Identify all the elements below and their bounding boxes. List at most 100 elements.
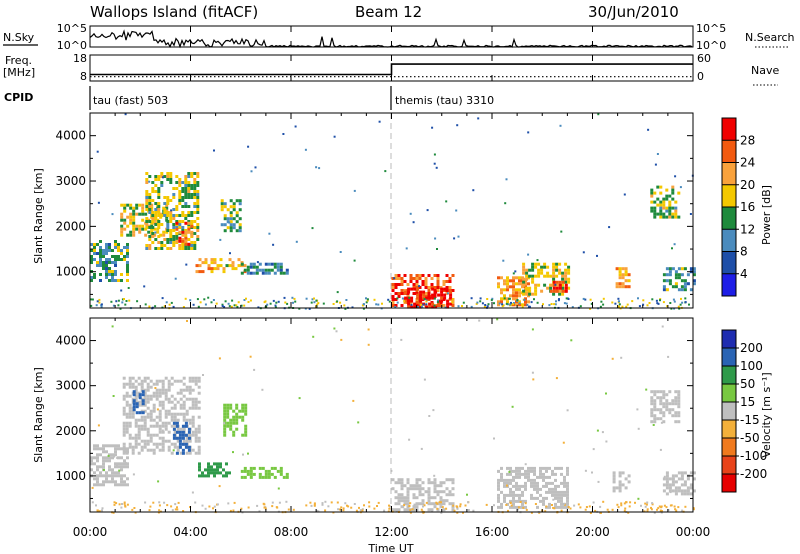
velocity-speckle	[358, 506, 360, 509]
power-cell	[528, 292, 532, 296]
velocity-cell	[545, 496, 548, 500]
power-cell	[229, 214, 233, 218]
velocity-cell	[229, 427, 233, 431]
velocity-cell	[194, 403, 198, 407]
velocity-cell	[161, 424, 165, 428]
velocity-cell	[650, 399, 654, 403]
power-cell	[105, 261, 108, 264]
velocity-cell	[93, 471, 96, 475]
velocity-cell	[427, 502, 431, 506]
power-cell	[394, 274, 398, 277]
velocity-cell	[512, 490, 515, 494]
power-cell	[144, 212, 148, 216]
power-cell	[552, 286, 556, 290]
velocity-cell	[120, 465, 123, 469]
velocity-cell	[515, 481, 518, 485]
power-cell	[692, 270, 696, 274]
velocity-cell	[134, 439, 138, 443]
power-speckle	[409, 212, 412, 215]
velocity-cell	[117, 444, 120, 448]
power-speckle	[274, 304, 277, 307]
velocity-speckle	[579, 506, 582, 509]
power-speckle	[425, 303, 428, 306]
power-speckle	[377, 303, 380, 306]
power-cell	[123, 206, 127, 210]
velocity-cell	[158, 448, 162, 452]
velocity-cell	[194, 451, 198, 455]
velocity-cell	[686, 477, 690, 481]
velocity-cell	[122, 448, 126, 452]
power-cell	[674, 212, 678, 216]
velocity-speckle	[552, 506, 555, 509]
velocity-cell	[692, 489, 696, 493]
velocity-cell	[102, 474, 105, 478]
power-cell	[147, 230, 151, 234]
power-speckle	[286, 302, 289, 305]
power-cell	[229, 217, 233, 221]
power-cell	[153, 218, 157, 222]
colorbar-tick-label: 4	[740, 267, 748, 281]
power-speckle	[275, 301, 278, 304]
velocity-cell	[515, 484, 518, 488]
power-cell	[126, 252, 129, 255]
power-speckle	[316, 303, 319, 306]
colorbar-tick-label: 100	[740, 359, 763, 373]
power-cell	[196, 226, 200, 229]
power-speckle	[461, 305, 463, 307]
velocity-cell	[102, 459, 105, 463]
power-cell	[415, 301, 419, 304]
power-cell	[650, 200, 654, 204]
power-cell	[424, 304, 428, 307]
velocity-cell	[191, 400, 195, 404]
power-cell	[451, 289, 455, 292]
velocity-cell	[650, 408, 654, 412]
power-cell	[166, 214, 170, 217]
velocity-cell	[421, 487, 425, 491]
velocity-cell	[653, 414, 657, 418]
velocity-cell	[137, 433, 141, 437]
velocity-speckle	[400, 338, 403, 341]
velocity-cell	[146, 376, 150, 380]
freq-tick-top: 18	[73, 52, 87, 65]
velocity-cell	[167, 412, 171, 416]
power-cell	[117, 255, 120, 258]
power-speckle	[614, 302, 617, 305]
power-cell	[403, 280, 407, 283]
velocity-cell	[533, 496, 536, 500]
power-speckle	[434, 237, 437, 240]
power-cell	[154, 223, 158, 226]
power-cell	[524, 288, 527, 292]
velocity-cell	[170, 442, 174, 446]
power-cell	[175, 205, 179, 208]
velocity-cell	[102, 483, 105, 487]
power-speckle	[516, 299, 519, 301]
velocity-speckle	[436, 502, 439, 505]
power-cell	[175, 226, 179, 229]
velocity-cell	[137, 376, 141, 380]
velocity-cell	[167, 439, 171, 443]
velocity-cell	[125, 448, 129, 452]
power-speckle	[481, 302, 484, 305]
power-cell	[108, 243, 111, 246]
velocity-cell	[191, 424, 195, 428]
velocity-cell	[627, 480, 631, 484]
power-cell	[93, 243, 96, 246]
power-cell	[172, 193, 176, 196]
velocity-cell	[563, 475, 566, 479]
power-cell	[400, 292, 404, 295]
velocity-cell	[226, 421, 230, 425]
power-speckle	[272, 243, 275, 246]
power-cell	[184, 239, 188, 243]
power-cell	[187, 193, 191, 196]
power-cell	[235, 229, 239, 233]
power-cell	[564, 274, 568, 278]
velocity-speckle	[597, 480, 600, 483]
velocity-speckle	[387, 510, 390, 513]
velocity-cell	[503, 493, 506, 497]
power-cell	[151, 187, 155, 190]
velocity-cell	[391, 478, 395, 482]
power-cell	[193, 178, 197, 181]
velocity-cell	[241, 415, 245, 419]
velocity-cell	[686, 489, 690, 493]
power-cell	[540, 265, 544, 269]
